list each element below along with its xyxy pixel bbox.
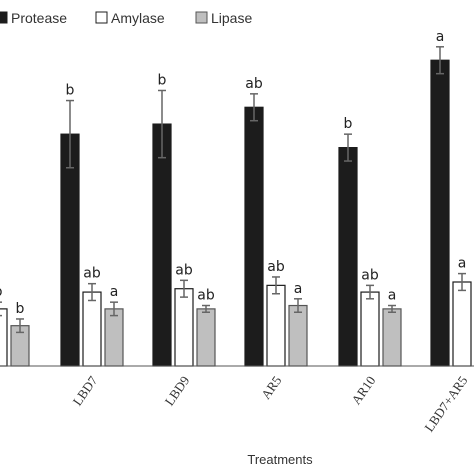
- tick-label-lbd7: LBD7: [70, 373, 101, 409]
- significance-letter-lipase-ar5: a: [294, 281, 303, 297]
- significance-letter-lipase-lbd9: ab: [197, 288, 215, 304]
- bar-amylase-ar10: [360, 291, 380, 367]
- bar-amylase-lbd7-ar5: [452, 281, 472, 367]
- significance-letter-amylase-ar10: ab: [361, 267, 379, 283]
- bar-amylase-lbd9: [174, 288, 194, 367]
- x-tick-labels: LBD7 LBD9 AR5 AR10 LBD7+AR5: [70, 373, 471, 435]
- bar-protease-lbd7: [60, 133, 80, 367]
- bar-lipase-lbd9: [196, 308, 216, 367]
- bar-amylase-group: [0, 308, 8, 367]
- significance-letter-lipase-group: b: [16, 301, 25, 317]
- legend: Protease Amylase Lipase: [0, 10, 252, 26]
- legend-label-lipase: Lipase: [211, 10, 252, 26]
- legend-label-protease: Protease: [11, 10, 67, 26]
- bars-layer: [0, 59, 472, 367]
- tick-label-ar5: AR5: [258, 373, 284, 402]
- bar-amylase-ar5: [266, 284, 286, 367]
- bar-protease-lbd7-ar5: [430, 59, 450, 367]
- significance-letter-protease-lbd7-ar5: a: [436, 29, 445, 45]
- significance-letter-amylase-lbd7: ab: [83, 266, 101, 282]
- significance-letter-protease-ar10: b: [344, 116, 353, 132]
- error-bars-layer: [0, 46, 466, 334]
- legend-swatch-protease: [0, 11, 8, 24]
- x-axis-title: Treatments: [247, 452, 313, 467]
- significance-letter-lipase-ar10: a: [388, 288, 397, 304]
- legend-swatch-amylase: [95, 11, 108, 24]
- bar-protease-lbd9: [152, 123, 172, 367]
- significance-letter-amylase-lbd7-ar5: a: [458, 256, 467, 272]
- significance-letter-protease-ar5: ab: [245, 76, 263, 92]
- bar-lipase-ar5: [288, 304, 308, 367]
- bar-protease-ar5: [244, 106, 264, 367]
- bar-protease-ar10: [338, 147, 358, 367]
- bar-lipase-ar10: [382, 308, 402, 367]
- tick-label-lbd9: LBD9: [162, 373, 193, 408]
- significance-letter-lipase-lbd7: a: [110, 284, 119, 300]
- bar-amylase-lbd7: [82, 291, 102, 367]
- significance-letters-layer: bbabbababababababaabaa: [0, 29, 466, 317]
- tick-label-lbd7-ar5: LBD7+AR5: [421, 373, 470, 434]
- tick-label-ar10: AR10: [348, 373, 378, 407]
- significance-letter-amylase-lbd9: ab: [175, 262, 193, 278]
- significance-letter-amylase-group: b: [0, 284, 3, 300]
- significance-letter-protease-lbd7: b: [66, 83, 75, 99]
- bar-lipase-lbd7: [104, 308, 124, 367]
- significance-letter-amylase-ar5: ab: [267, 259, 285, 275]
- legend-swatch-lipase: [195, 11, 208, 24]
- significance-letter-protease-lbd9: b: [158, 72, 167, 88]
- legend-label-amylase: Amylase: [111, 10, 165, 26]
